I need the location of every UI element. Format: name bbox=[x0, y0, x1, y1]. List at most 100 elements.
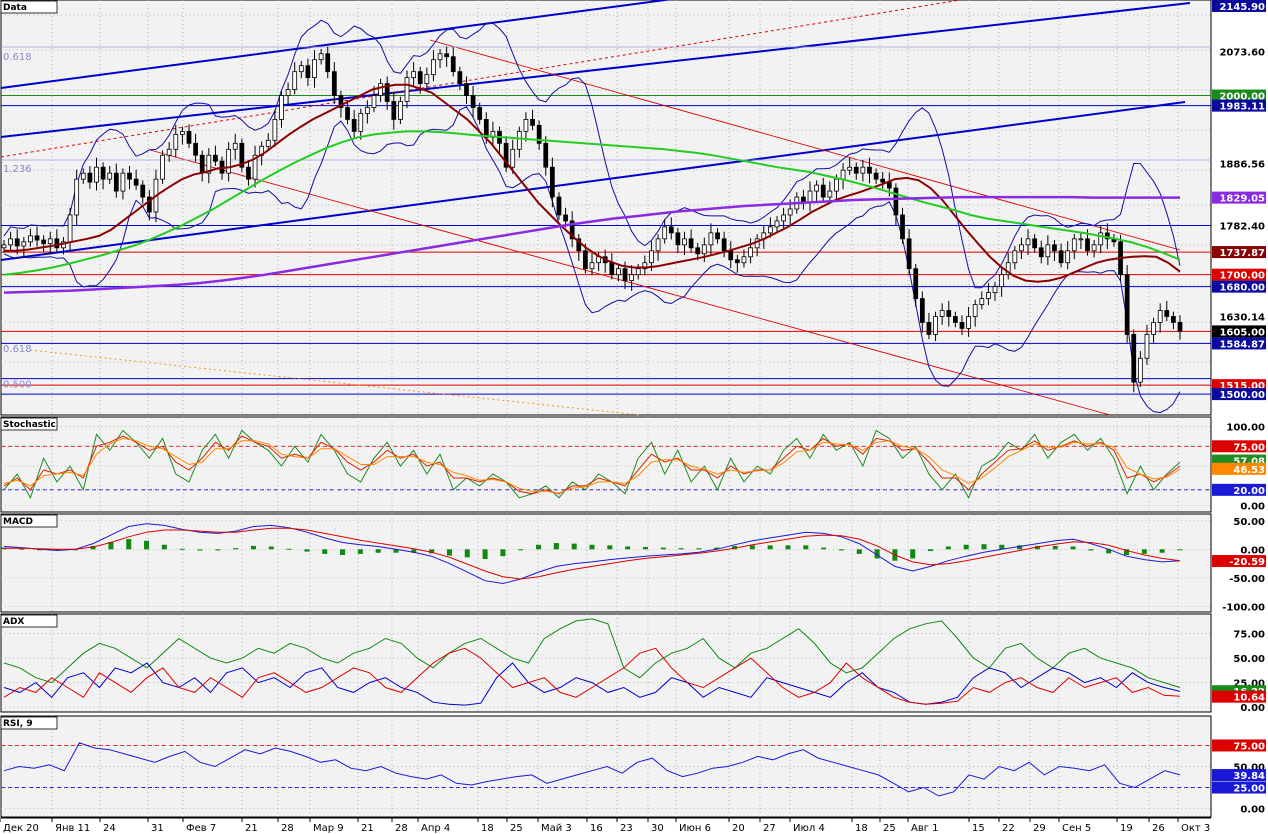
price-tag-text: -20.59 bbox=[1229, 557, 1265, 568]
axis-tick-label: 50.00 bbox=[1233, 654, 1265, 665]
candle-body bbox=[180, 130, 185, 135]
price-tag-text: 1605.00 bbox=[1219, 327, 1265, 338]
candle-body bbox=[246, 166, 251, 180]
candle-body bbox=[120, 172, 126, 192]
x-axis-label: Июн 6 bbox=[679, 823, 711, 834]
macd-histogram-bar bbox=[589, 544, 595, 550]
candle-body bbox=[675, 232, 681, 246]
candle-body bbox=[298, 65, 304, 73]
candle-body bbox=[140, 184, 146, 198]
price-tag-text: 2145.90 bbox=[1219, 2, 1265, 13]
price-tag-bg bbox=[1212, 0, 1266, 12]
pane-title-box bbox=[0, 716, 58, 730]
pane-title: MACD bbox=[0, 514, 58, 528]
candle-body bbox=[199, 154, 205, 174]
candle-body bbox=[867, 166, 872, 174]
candle-body bbox=[464, 83, 469, 96]
candle-body bbox=[186, 130, 192, 144]
macd-histogram-bar bbox=[1034, 545, 1040, 550]
candle-body bbox=[622, 268, 628, 282]
indicator-series-line bbox=[3, 437, 1181, 494]
macd-histogram-bar bbox=[678, 548, 684, 550]
channel-trendline bbox=[0, 101, 1186, 261]
axis-tick-label: 0.00 bbox=[1240, 502, 1265, 513]
bollinger-upper bbox=[3, 19, 1181, 289]
x-axis-label: 21 bbox=[361, 823, 374, 834]
channel-trendline bbox=[0, 0, 673, 89]
macd-histogram-bar bbox=[910, 549, 916, 559]
candle-body bbox=[649, 250, 654, 264]
candle-body bbox=[860, 166, 866, 174]
candle-body bbox=[67, 214, 73, 243]
macd-histogram-bar bbox=[785, 545, 791, 550]
candle-body bbox=[563, 214, 568, 222]
price-tag-text: 20.00 bbox=[1233, 486, 1265, 497]
price-tag-bg bbox=[1212, 219, 1266, 232]
macd-histogram-bar bbox=[375, 549, 381, 553]
candle-body bbox=[483, 119, 489, 138]
x-axis-label: 25 bbox=[883, 823, 896, 834]
candle-body bbox=[986, 292, 991, 299]
axis-tick-label: 50.00 bbox=[1233, 517, 1265, 528]
candle-body bbox=[331, 71, 337, 96]
axis-tick-label: 75.00 bbox=[1233, 630, 1265, 641]
price-tag-text: 1829.05 bbox=[1219, 194, 1265, 205]
pane-title: Stochastic bbox=[0, 417, 58, 431]
macd-histogram-bar bbox=[72, 549, 78, 551]
candle-body bbox=[642, 262, 648, 270]
candle-body bbox=[926, 322, 932, 335]
x-axis-label: Янв 11 bbox=[55, 823, 90, 834]
x-axis-label: Апр 4 bbox=[421, 823, 450, 834]
candle-body bbox=[14, 238, 20, 247]
price-tag-bg bbox=[1212, 89, 1266, 102]
macd-histogram-bar bbox=[767, 545, 773, 550]
pane-3 bbox=[0, 613, 1212, 713]
candle-body bbox=[701, 244, 707, 255]
price-tag-bg bbox=[1212, 45, 1266, 58]
candle-body bbox=[589, 262, 595, 270]
price-tag: 75.00 bbox=[1212, 440, 1266, 453]
price-tag-bg bbox=[1212, 246, 1266, 259]
macd-histogram-bar bbox=[393, 549, 399, 553]
price-tag-bg bbox=[1212, 268, 1266, 281]
macd-histogram-bar bbox=[286, 548, 292, 550]
fib-label: 0.500 bbox=[3, 379, 32, 390]
macd-histogram-bar bbox=[553, 543, 559, 550]
macd-histogram-bar bbox=[963, 544, 969, 550]
candle-body bbox=[371, 95, 377, 108]
macd-histogram-bar bbox=[1141, 549, 1147, 554]
price-tag: 39.84 bbox=[1212, 769, 1266, 782]
candle-body bbox=[166, 148, 172, 156]
candle-body bbox=[450, 56, 456, 73]
candle-body bbox=[510, 148, 516, 168]
price-tag-text: 1515.00 bbox=[1219, 381, 1265, 392]
price-tag: 1700.00 bbox=[1212, 268, 1266, 282]
candle-body bbox=[629, 274, 635, 282]
candle-body bbox=[880, 178, 886, 183]
candle-body bbox=[768, 226, 773, 234]
pane-2 bbox=[0, 513, 1212, 613]
candle-body bbox=[146, 196, 152, 213]
candle-body bbox=[715, 232, 720, 240]
price-tag: 2073.60 bbox=[1212, 45, 1266, 59]
candle-body bbox=[688, 238, 694, 249]
candle-body bbox=[404, 77, 410, 102]
down-trendline bbox=[149, 149, 1111, 416]
x-axis-label: 16 bbox=[590, 823, 603, 834]
candle-body bbox=[787, 208, 793, 216]
candle-body bbox=[391, 101, 397, 120]
candle-body bbox=[1164, 310, 1170, 317]
x-axis-label: Мар 9 bbox=[313, 823, 344, 834]
x-axis-label: 23 bbox=[620, 823, 633, 834]
candle-body bbox=[1045, 244, 1051, 258]
price-tag: 1584.87 bbox=[1212, 337, 1266, 350]
x-axis-label: 19 bbox=[1120, 823, 1133, 834]
x-axis-label: 26 bbox=[1152, 823, 1165, 834]
candle-body bbox=[721, 238, 727, 252]
candle-body bbox=[457, 71, 463, 84]
candle-body bbox=[1019, 244, 1024, 252]
price-tag: 1983.11 bbox=[1212, 99, 1266, 113]
x-axis-label: 29 bbox=[1033, 823, 1046, 834]
candle-body bbox=[1104, 232, 1110, 240]
axis-tick-label: 0.00 bbox=[1240, 805, 1265, 816]
